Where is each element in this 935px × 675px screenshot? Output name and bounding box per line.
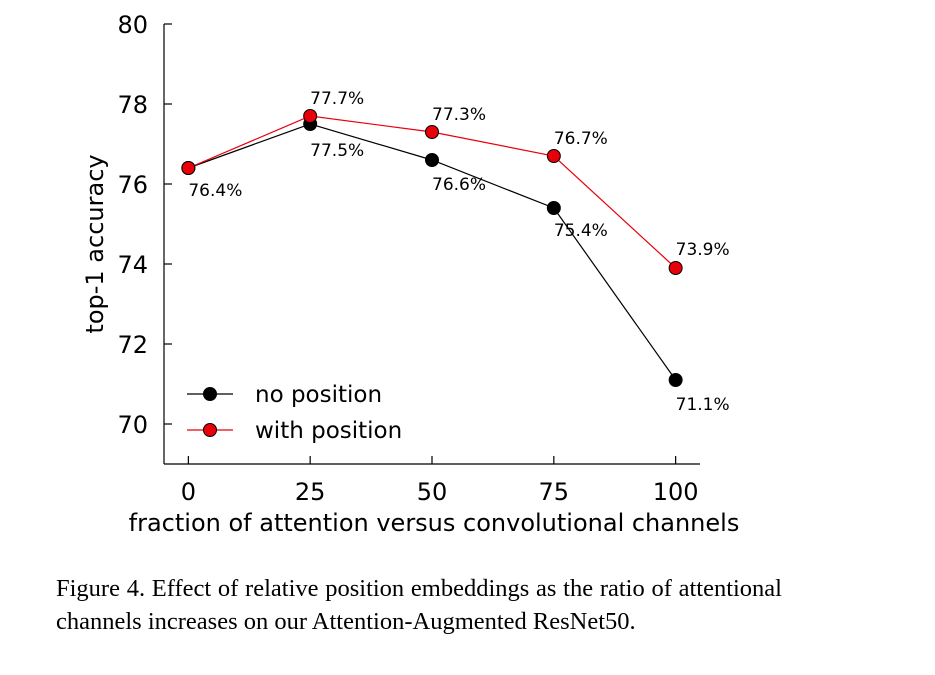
- data-label: 71.1%: [676, 395, 730, 415]
- with-position-point: [668, 261, 683, 275]
- legend-marker: [203, 387, 217, 401]
- x-axis-title: fraction of attention versus convolution…: [129, 509, 740, 537]
- data-label: 76.4%: [188, 181, 242, 201]
- with-position-point: [181, 161, 196, 175]
- x-tick-label: 100: [653, 478, 699, 506]
- with-position-point: [425, 125, 439, 139]
- legend: no position with position: [187, 382, 402, 444]
- line-chart: 70 72 74 76 78 80 0 25 50 75 100 76.4% 77.5% 76.6% 75…: [81, 11, 740, 537]
- data-label: 77.3%: [432, 105, 486, 125]
- y-tick-label: 72: [117, 331, 148, 359]
- data-label: 75.4%: [554, 221, 608, 241]
- x-tick-label: 25: [295, 478, 326, 506]
- y-tick-label: 78: [117, 91, 148, 119]
- no-position-point: [425, 153, 439, 167]
- data-label: 76.6%: [432, 175, 486, 195]
- y-axis-title: top-1 accuracy: [81, 154, 109, 333]
- legend-label: with position: [255, 418, 402, 444]
- no-position-point: [668, 373, 683, 387]
- data-label: 76.7%: [554, 129, 608, 149]
- chart-axes: 70 72 74 76 78 80 0 25 50 75 100: [117, 11, 700, 506]
- x-tick-label: 0: [181, 478, 196, 506]
- with-position-point: [546, 149, 561, 163]
- x-tick-label: 75: [539, 478, 570, 506]
- y-tick-label: 70: [117, 411, 148, 439]
- data-label: 77.7%: [310, 89, 364, 109]
- data-labels: 76.4% 77.5% 76.6% 75.4% 71.1% 77.7% 77.3% 76.7%…: [188, 89, 729, 415]
- with-position-point: [303, 109, 318, 123]
- y-tick-label: 80: [117, 11, 148, 39]
- series-points: [181, 109, 683, 387]
- legend-marker: [203, 423, 217, 437]
- x-tick-label: 50: [417, 478, 448, 506]
- figure-caption: Figure 4. Effect of relative position em…: [56, 575, 782, 635]
- y-tick-label: 76: [117, 171, 148, 199]
- legend-label: no position: [255, 382, 382, 408]
- data-label: 77.5%: [310, 141, 364, 161]
- y-tick-label: 74: [117, 251, 148, 279]
- data-label: 73.9%: [676, 240, 730, 260]
- no-position-point: [546, 201, 561, 215]
